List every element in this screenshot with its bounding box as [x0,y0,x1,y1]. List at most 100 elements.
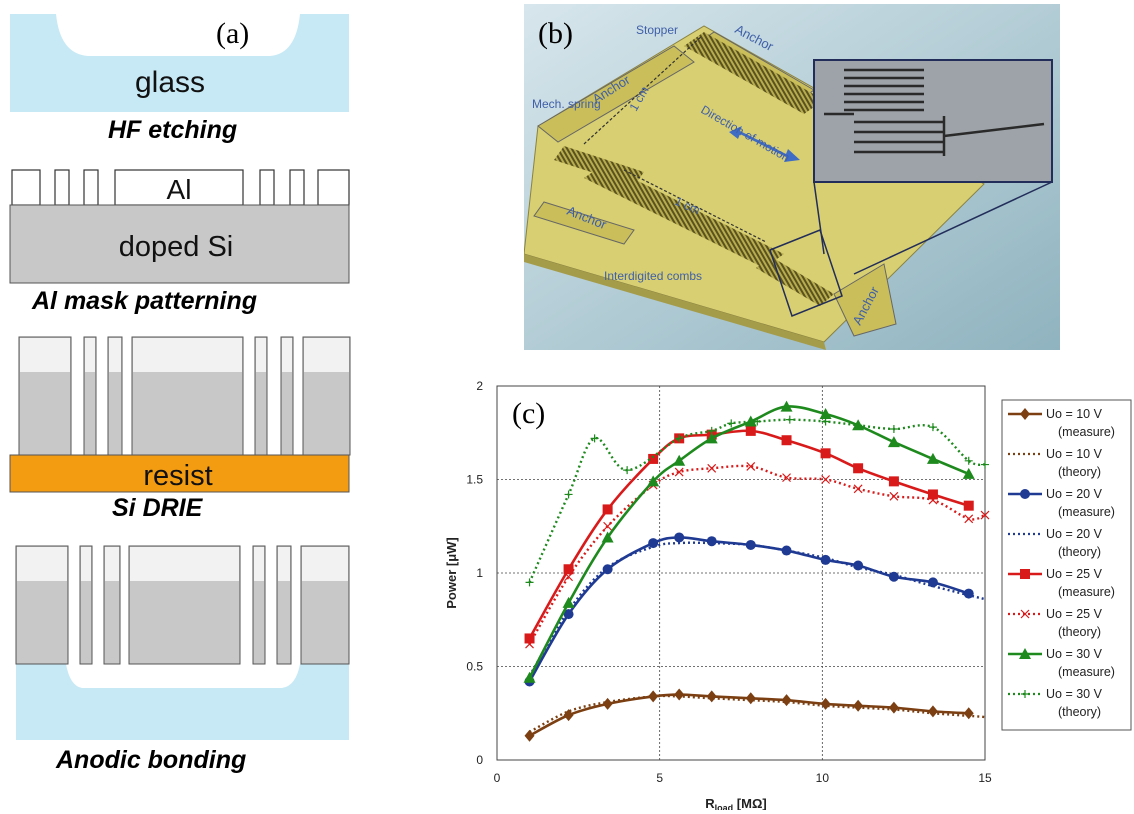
data-point [980,510,990,520]
data-point [785,415,794,424]
step-caption-si-drie: Si DRIE [112,494,203,522]
data-point [981,460,989,469]
data-point [927,489,938,500]
data-point [563,609,574,620]
etched-si-tops [20,338,349,372]
step-caption-al-mask: Al mask patterning [32,287,258,315]
al-mask [11,169,350,206]
legend-sublabel: (theory) [1058,545,1101,559]
chip-edge [524,254,826,350]
series-7 [525,415,989,587]
data-point [648,453,659,464]
data-point [562,596,575,608]
data-point [820,697,831,710]
bonded-si-tops [17,547,348,581]
y-axis-ticks: 0 0.5 1 1.5 2 [466,379,483,767]
data-point [928,495,938,505]
data-point [647,475,660,487]
data-point [963,707,974,720]
step-caption-hf-etching: HF etching [108,116,238,144]
comb-band-bottom [584,164,784,268]
legend-sublabel: (theory) [1058,465,1101,479]
data-point [745,692,756,705]
label-interdigited-combs: Interdigited combs [604,269,702,283]
panel-c-label: (c) [512,397,546,430]
legend-label: Uo = 25 V [1046,607,1103,621]
data-point [727,419,736,428]
data-point [928,423,937,432]
data-point [781,435,792,446]
x-axis-label-units: [MΩ] [737,796,767,810]
data-point [623,466,632,475]
data-point [674,688,685,701]
power-chart: 0 0.5 1 1.5 2 0 5 10 15 Power [μW] Rload [MΩ] U… [444,379,1132,810]
data-point [603,521,613,531]
doped-si-label: doped Si [119,231,234,263]
data-point [602,697,613,710]
doped-si-substrate [9,204,350,284]
x-axis-label-sub: load [715,803,734,810]
data-point [926,452,939,464]
glass-layer-label: glass [135,66,205,99]
dimension-line-bottom [623,169,767,243]
motion-arrow-icon [729,126,800,162]
data-point [563,564,574,575]
series-5 [525,461,990,649]
grid [497,386,985,760]
legend-sublabel: (theory) [1058,625,1101,639]
legend-label: Uo = 30 V [1046,647,1103,661]
legend-marker [1019,648,1031,659]
data-point [853,463,864,474]
resist-label: resist [143,460,212,492]
data-point [821,417,830,426]
data-point [853,484,863,494]
resist-layer [9,454,350,493]
data-point [745,539,756,550]
data-point [963,588,974,599]
glass-substrate-etched [10,14,349,112]
data-point [820,448,831,459]
series-group [523,400,990,742]
chip-body [524,25,985,343]
data-point [523,671,536,683]
data-point [675,434,684,443]
data-point [673,454,686,466]
data-point [524,729,535,742]
legend-sublabel: (measure) [1058,665,1115,679]
legend-sublabel: (measure) [1058,425,1115,439]
data-point [674,467,684,477]
legend-marker [1020,609,1030,619]
bonded-glass-substrate [16,664,349,740]
data-point [888,476,899,487]
series-0 [524,688,974,742]
data-point [780,400,793,412]
data-point [927,705,938,718]
data-point [525,639,534,649]
data-point [888,701,899,714]
data-point [564,572,573,582]
legend-sublabel: (measure) [1058,585,1115,599]
y-tick-label: 1 [476,566,483,580]
legend-sublabel: (measure) [1058,505,1115,519]
x-axis-label: Rload [MΩ] [705,796,766,810]
data-point [746,461,756,471]
x-tick-label: 5 [656,771,663,785]
data-point [963,500,974,511]
data-point [819,408,832,420]
data-point [525,578,534,587]
al-mask-label: Al [167,174,192,205]
data-point [889,491,899,501]
data-point [524,633,535,644]
comb-band-top [684,32,824,114]
label-stopper: Stopper [636,23,678,37]
y-axis-label: Power [μW] [444,537,459,609]
data-point [674,532,685,543]
x-tick-label: 0 [494,771,501,785]
data-point [962,467,975,479]
panel-b-label: (b) [538,17,573,50]
panel-a-label: (a) [216,17,250,50]
legend-marker [1021,690,1029,698]
data-point [744,415,757,427]
x-axis-ticks: 0 5 10 15 [494,771,992,785]
x-axis-label-main: R [705,796,715,810]
